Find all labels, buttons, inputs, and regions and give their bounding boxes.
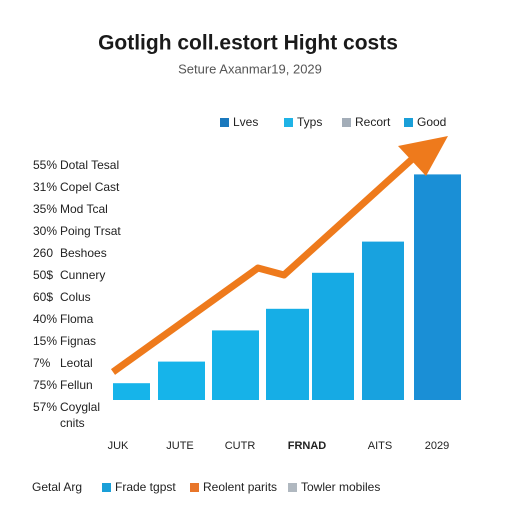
side-label-text: Poing Trsat [60,224,121,238]
bar [158,361,205,400]
side-label-number: 35% [33,202,57,216]
side-label-text: Mod Tcal [60,202,108,216]
trend-line [110,149,423,375]
side-label-text: Beshoes [60,246,107,260]
trend-arrow [110,136,448,375]
side-label-text: Leotal [60,356,93,370]
side-label-number: 7% [33,356,51,370]
legend-label: Typs [297,115,322,129]
bar [266,308,309,400]
footer-legend-swatch [102,483,111,492]
x-tick-label: 2029 [425,440,449,452]
legend-label: Lves [233,115,258,129]
x-tick-label: FRNAD [288,440,327,452]
legend-label: Good [417,115,446,129]
bar [212,330,259,400]
bar [113,383,150,400]
footer-label: Getal Arg [32,480,82,494]
side-label-text: Fignas [60,334,96,348]
legend-swatch [220,118,229,127]
chart-subtitle: Seture Axanmar19, 2029 [178,61,322,76]
side-label-text: Fellun [60,378,93,392]
side-label-text: Floma [60,312,94,326]
x-tick-label: AITS [368,440,392,452]
side-label-number: 30% [33,224,57,238]
side-label-number: 57% [33,400,57,414]
legend-swatch [404,118,413,127]
arrow-head [398,136,448,176]
side-label-text: Dotal Tesal [60,158,119,172]
footer-legend-label: Frade tgpst [115,480,176,494]
x-tick-label: JUTE [166,440,194,452]
footer-legend-label: Towler mobiles [301,480,380,494]
bar [362,241,404,400]
chart-title: Gotligh coll.estort Hight costs [98,32,398,55]
side-label-number: 40% [33,312,57,326]
x-tick-label: CUTR [225,440,256,452]
side-label-number: 75% [33,378,57,392]
side-label-number: 50$ [33,268,53,282]
footer-legend-swatch [288,483,297,492]
side-label-number: 260 [33,246,53,260]
legend-swatch [284,118,293,127]
footer-legend-swatch [190,483,199,492]
side-label-text: cnits [60,416,85,430]
side-label-number: 60$ [33,290,53,304]
side-label-text: Cunnery [60,268,105,282]
legend-swatch [342,118,351,127]
side-label-number: 31% [33,180,57,194]
x-tick-label: JUK [108,440,129,452]
legend-label: Recort [355,115,391,129]
side-label-number: 15% [33,334,57,348]
side-label-number: 55% [33,158,57,172]
side-label-text: Coyglal [60,400,100,414]
side-label-text: Colus [60,290,91,304]
bar [414,174,461,400]
footer-legend-label: Reolent parits [203,480,277,494]
side-label-text: Copel Cast [60,180,120,194]
bar [312,272,354,400]
